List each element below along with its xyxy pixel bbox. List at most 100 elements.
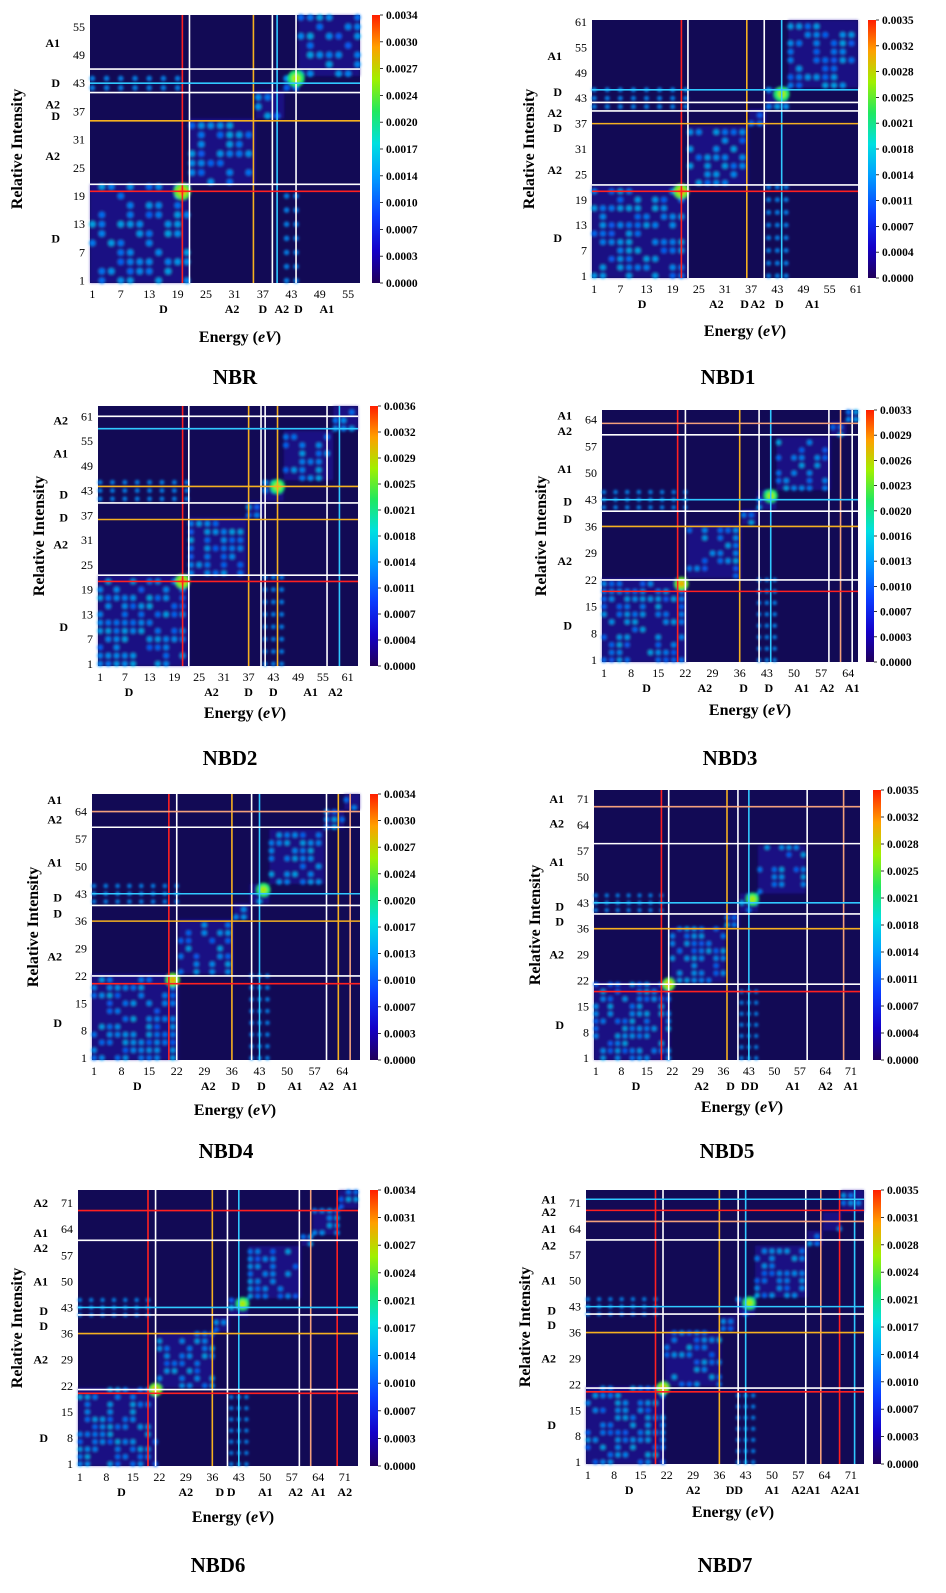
colorbar-label: 0.0021 [887, 1295, 919, 1307]
heatmap-cell [617, 196, 624, 203]
heatmap-cell [754, 1278, 760, 1284]
heatmap-cell [637, 1437, 644, 1443]
y-tick-label: 50 [75, 859, 87, 873]
heatmap-cell [617, 239, 624, 246]
heatmap-cell [265, 1043, 270, 1049]
heatmap-cell [796, 23, 803, 30]
x-group-label: A2 [319, 1079, 334, 1093]
heatmap-cell [291, 434, 297, 440]
heatmap-cell [799, 485, 805, 491]
heatmap-cell [608, 256, 615, 262]
heatmap-cell [285, 1293, 291, 1299]
heatmap-cell [99, 1439, 106, 1445]
y-tick-label: 57 [61, 1248, 73, 1262]
colorbar-label: 0.0014 [384, 1351, 416, 1363]
heatmap-cell [787, 82, 794, 89]
panel-title: NBD1 [701, 365, 756, 389]
heatmap-cell [600, 1392, 606, 1399]
heatmap-cell [198, 150, 205, 157]
x-group-label: D [232, 1079, 241, 1093]
heatmap-cell [813, 31, 820, 38]
heatmap-peak-core [239, 1300, 246, 1308]
heatmap-cell [220, 537, 227, 544]
heatmap-cell [137, 1401, 144, 1408]
heatmap-cell [145, 202, 153, 209]
heatmap-cell [99, 1055, 105, 1061]
heatmap-cell [772, 623, 777, 629]
heatmap-cell [591, 104, 597, 110]
heatmap-cell [92, 1446, 98, 1452]
heatmap-cells [591, 20, 858, 279]
heatmap-cell [651, 996, 657, 1002]
heatmap-cell [130, 652, 136, 659]
heatmap-cell [291, 467, 297, 473]
heatmap-cell [822, 65, 829, 72]
heatmap-cell [160, 85, 167, 91]
x-group-label: A2 [697, 681, 712, 695]
x-tick-label: 57 [309, 1064, 321, 1078]
y-tick-label: 37 [575, 117, 587, 131]
heatmap-cell [616, 649, 623, 656]
heatmap-cell [800, 874, 807, 880]
heatmap-cell [164, 220, 172, 228]
y-axis-title: Relative Intensity [533, 476, 550, 596]
heatmap-cell [626, 230, 633, 237]
heatmap-cell [163, 636, 169, 643]
heatmap-cell [599, 264, 606, 271]
heatmap-cell [113, 586, 120, 593]
x-tick-label: 55 [342, 287, 354, 301]
heatmap-cell [220, 528, 227, 535]
x-tick-label: 37 [745, 282, 757, 296]
heatmap-cell [637, 1459, 644, 1465]
heatmap-cell [647, 649, 654, 656]
x-axis-title: Energy (eV) [709, 702, 791, 719]
heatmap-cell [730, 146, 737, 152]
x-group-label: A1 [805, 297, 820, 311]
heatmap-cell [713, 129, 720, 136]
heatmap-cell [233, 914, 239, 920]
heatmap-cell [839, 57, 846, 64]
heatmap-cell [663, 611, 669, 617]
heatmap-cell [782, 103, 790, 110]
heatmap-cell [739, 1033, 744, 1039]
x-group-label: A1 [794, 681, 809, 695]
heatmap-cell [601, 581, 607, 587]
heatmap-cell [114, 984, 121, 991]
heatmap-cell [117, 220, 125, 228]
heatmap-cell [630, 95, 637, 101]
heatmap-cell [601, 657, 607, 663]
heatmap-cell [103, 75, 110, 82]
x-tick-label: 29 [692, 1064, 704, 1078]
heatmap-cell [799, 1248, 805, 1254]
heatmap-cell [254, 103, 262, 110]
heatmap-cell [316, 51, 324, 59]
heatmap-cell [117, 192, 125, 200]
heatmap-cell [213, 1319, 219, 1326]
heatmap-cell [202, 1383, 208, 1389]
heatmap-cell [607, 1011, 613, 1017]
heatmap-cell [279, 636, 285, 642]
heatmap-cell [99, 977, 105, 983]
heatmap-cell [354, 23, 361, 31]
colorbar-label: 0.0024 [384, 1268, 416, 1280]
heatmap-panel: 1188151522222929363643435050575764647171… [527, 785, 919, 1163]
heatmap-cell [270, 1248, 276, 1255]
y-group-label: D [51, 231, 60, 245]
heatmap-cell [604, 907, 609, 913]
y-tick-label: 57 [577, 844, 589, 858]
heatmap-cell [671, 1352, 677, 1358]
heatmap-cell [640, 603, 646, 610]
heatmap-cell [800, 866, 807, 873]
heatmap-cell [154, 636, 161, 643]
heatmap-cell [100, 1297, 105, 1303]
heatmap-cell [109, 479, 115, 485]
colorbar-label: 0.0018 [882, 144, 914, 156]
y-tick-label: 22 [75, 969, 87, 983]
heatmap-cell [822, 82, 829, 89]
x-group-label: A2 [337, 1485, 352, 1499]
heatmap-cell [268, 840, 275, 846]
heatmap-cell [160, 75, 167, 82]
heatmap-cell [283, 84, 290, 92]
heatmap-cell [115, 1454, 121, 1460]
